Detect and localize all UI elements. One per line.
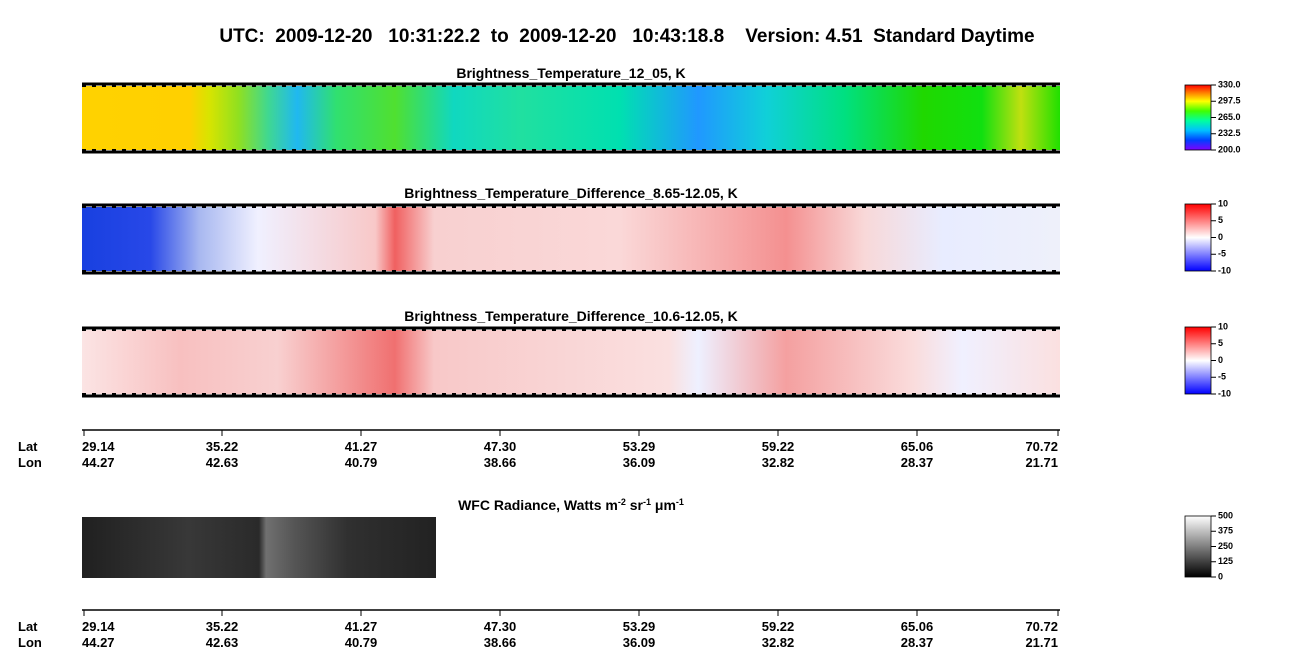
lon-tick-label: 44.27 <box>82 635 115 650</box>
colorbar-tick-label: 500 <box>1218 510 1233 520</box>
title-part: -1 <box>643 497 651 507</box>
colorbar-tick-label: 5 <box>1218 215 1223 225</box>
lon-tick-label: 40.79 <box>345 635 378 650</box>
lat-tick-label: 29.14 <box>82 439 115 454</box>
lon-tick-label: 40.79 <box>345 455 378 470</box>
lon-tick-label: 38.66 <box>484 635 517 650</box>
lon-tick-label: 32.82 <box>762 635 795 650</box>
colorbar-tick-label: 375 <box>1218 526 1233 536</box>
title-part: -2 <box>618 497 626 507</box>
lon-label: Lon <box>18 455 42 470</box>
lon-tick-label: 21.71 <box>1025 635 1058 650</box>
panel-title: Brightness_Temperature_Difference_10.6-1… <box>404 308 738 324</box>
colorbar-tick-label: 250 <box>1218 541 1233 551</box>
title-part: WFC Radiance, Watts m <box>458 497 618 513</box>
lon-tick-label: 32.82 <box>762 455 795 470</box>
colorbar <box>1184 326 1212 395</box>
lon-tick-label: 42.63 <box>206 455 239 470</box>
colorbar-tick-label: 330.0 <box>1218 79 1241 89</box>
lat-label: Lat <box>18 439 38 454</box>
colorbar-tick-label: 10 <box>1218 321 1228 331</box>
panel-title: WFC Radiance, Watts m-2 sr-1 μm-1 <box>458 497 684 513</box>
lat-tick-label: 29.14 <box>82 619 115 634</box>
lat-tick-label: 59.22 <box>762 619 795 634</box>
image <box>82 330 1060 394</box>
lat-tick-label: 59.22 <box>762 439 795 454</box>
lat-tick-label: 53.29 <box>623 439 656 454</box>
panel-title: Brightness_Temperature_12_05, K <box>456 65 685 81</box>
image <box>82 86 1060 150</box>
colorbar-tick-label: 232.5 <box>1218 128 1241 138</box>
lon-tick-label: 38.66 <box>484 455 517 470</box>
colorbar-tick-label: 265.0 <box>1218 112 1241 122</box>
image <box>82 207 1060 271</box>
lon-tick-label: 44.27 <box>82 455 115 470</box>
colorbar <box>1184 203 1212 272</box>
title-part: -1 <box>676 497 684 507</box>
colorbar <box>1184 515 1212 578</box>
colorbar-tick-label: 10 <box>1218 198 1228 208</box>
lat-tick-label: 35.22 <box>206 619 239 634</box>
colorbar-tick-label: 0 <box>1218 232 1223 242</box>
colorbar-tick-label: -5 <box>1218 372 1226 382</box>
colorbar-tick-label: 200.0 <box>1218 144 1241 154</box>
lat-tick-label: 41.27 <box>345 439 378 454</box>
image <box>82 517 436 578</box>
lon-label: Lon <box>18 635 42 650</box>
colorbar-tick-label: 0 <box>1218 571 1223 581</box>
lat-tick-label: 65.06 <box>901 619 934 634</box>
lat-tick-label: 65.06 <box>901 439 934 454</box>
colorbar-tick-label: -5 <box>1218 249 1226 259</box>
lat-tick-label: 41.27 <box>345 619 378 634</box>
lon-tick-label: 28.37 <box>901 455 934 470</box>
lon-tick-label: 36.09 <box>623 635 656 650</box>
lat-tick-label: 47.30 <box>484 619 517 634</box>
colorbar <box>1184 84 1212 151</box>
colorbar-tick-label: 0 <box>1218 355 1223 365</box>
figure-title: UTC: 2009-12-20 10:31:22.2 to 2009-12-20… <box>219 26 1034 47</box>
lon-tick-label: 21.71 <box>1025 455 1058 470</box>
colorbar-tick-label: 125 <box>1218 556 1233 566</box>
lat-tick-label: 70.72 <box>1025 439 1058 454</box>
panel-title: Brightness_Temperature_Difference_8.65-1… <box>404 185 738 201</box>
colorbar-tick-label: 5 <box>1218 338 1223 348</box>
title-part: μm <box>651 497 676 513</box>
colorbar-tick-label: -10 <box>1218 265 1231 275</box>
colorbar-tick-label: -10 <box>1218 388 1231 398</box>
lat-tick-label: 70.72 <box>1025 619 1058 634</box>
lon-tick-label: 36.09 <box>623 455 656 470</box>
lat-tick-label: 35.22 <box>206 439 239 454</box>
lon-tick-label: 28.37 <box>901 635 934 650</box>
lat-tick-label: 47.30 <box>484 439 517 454</box>
lon-tick-label: 42.63 <box>206 635 239 650</box>
lat-label: Lat <box>18 619 38 634</box>
lat-tick-label: 53.29 <box>623 619 656 634</box>
title-part: sr <box>626 497 644 513</box>
colorbar-tick-label: 297.5 <box>1218 96 1241 106</box>
